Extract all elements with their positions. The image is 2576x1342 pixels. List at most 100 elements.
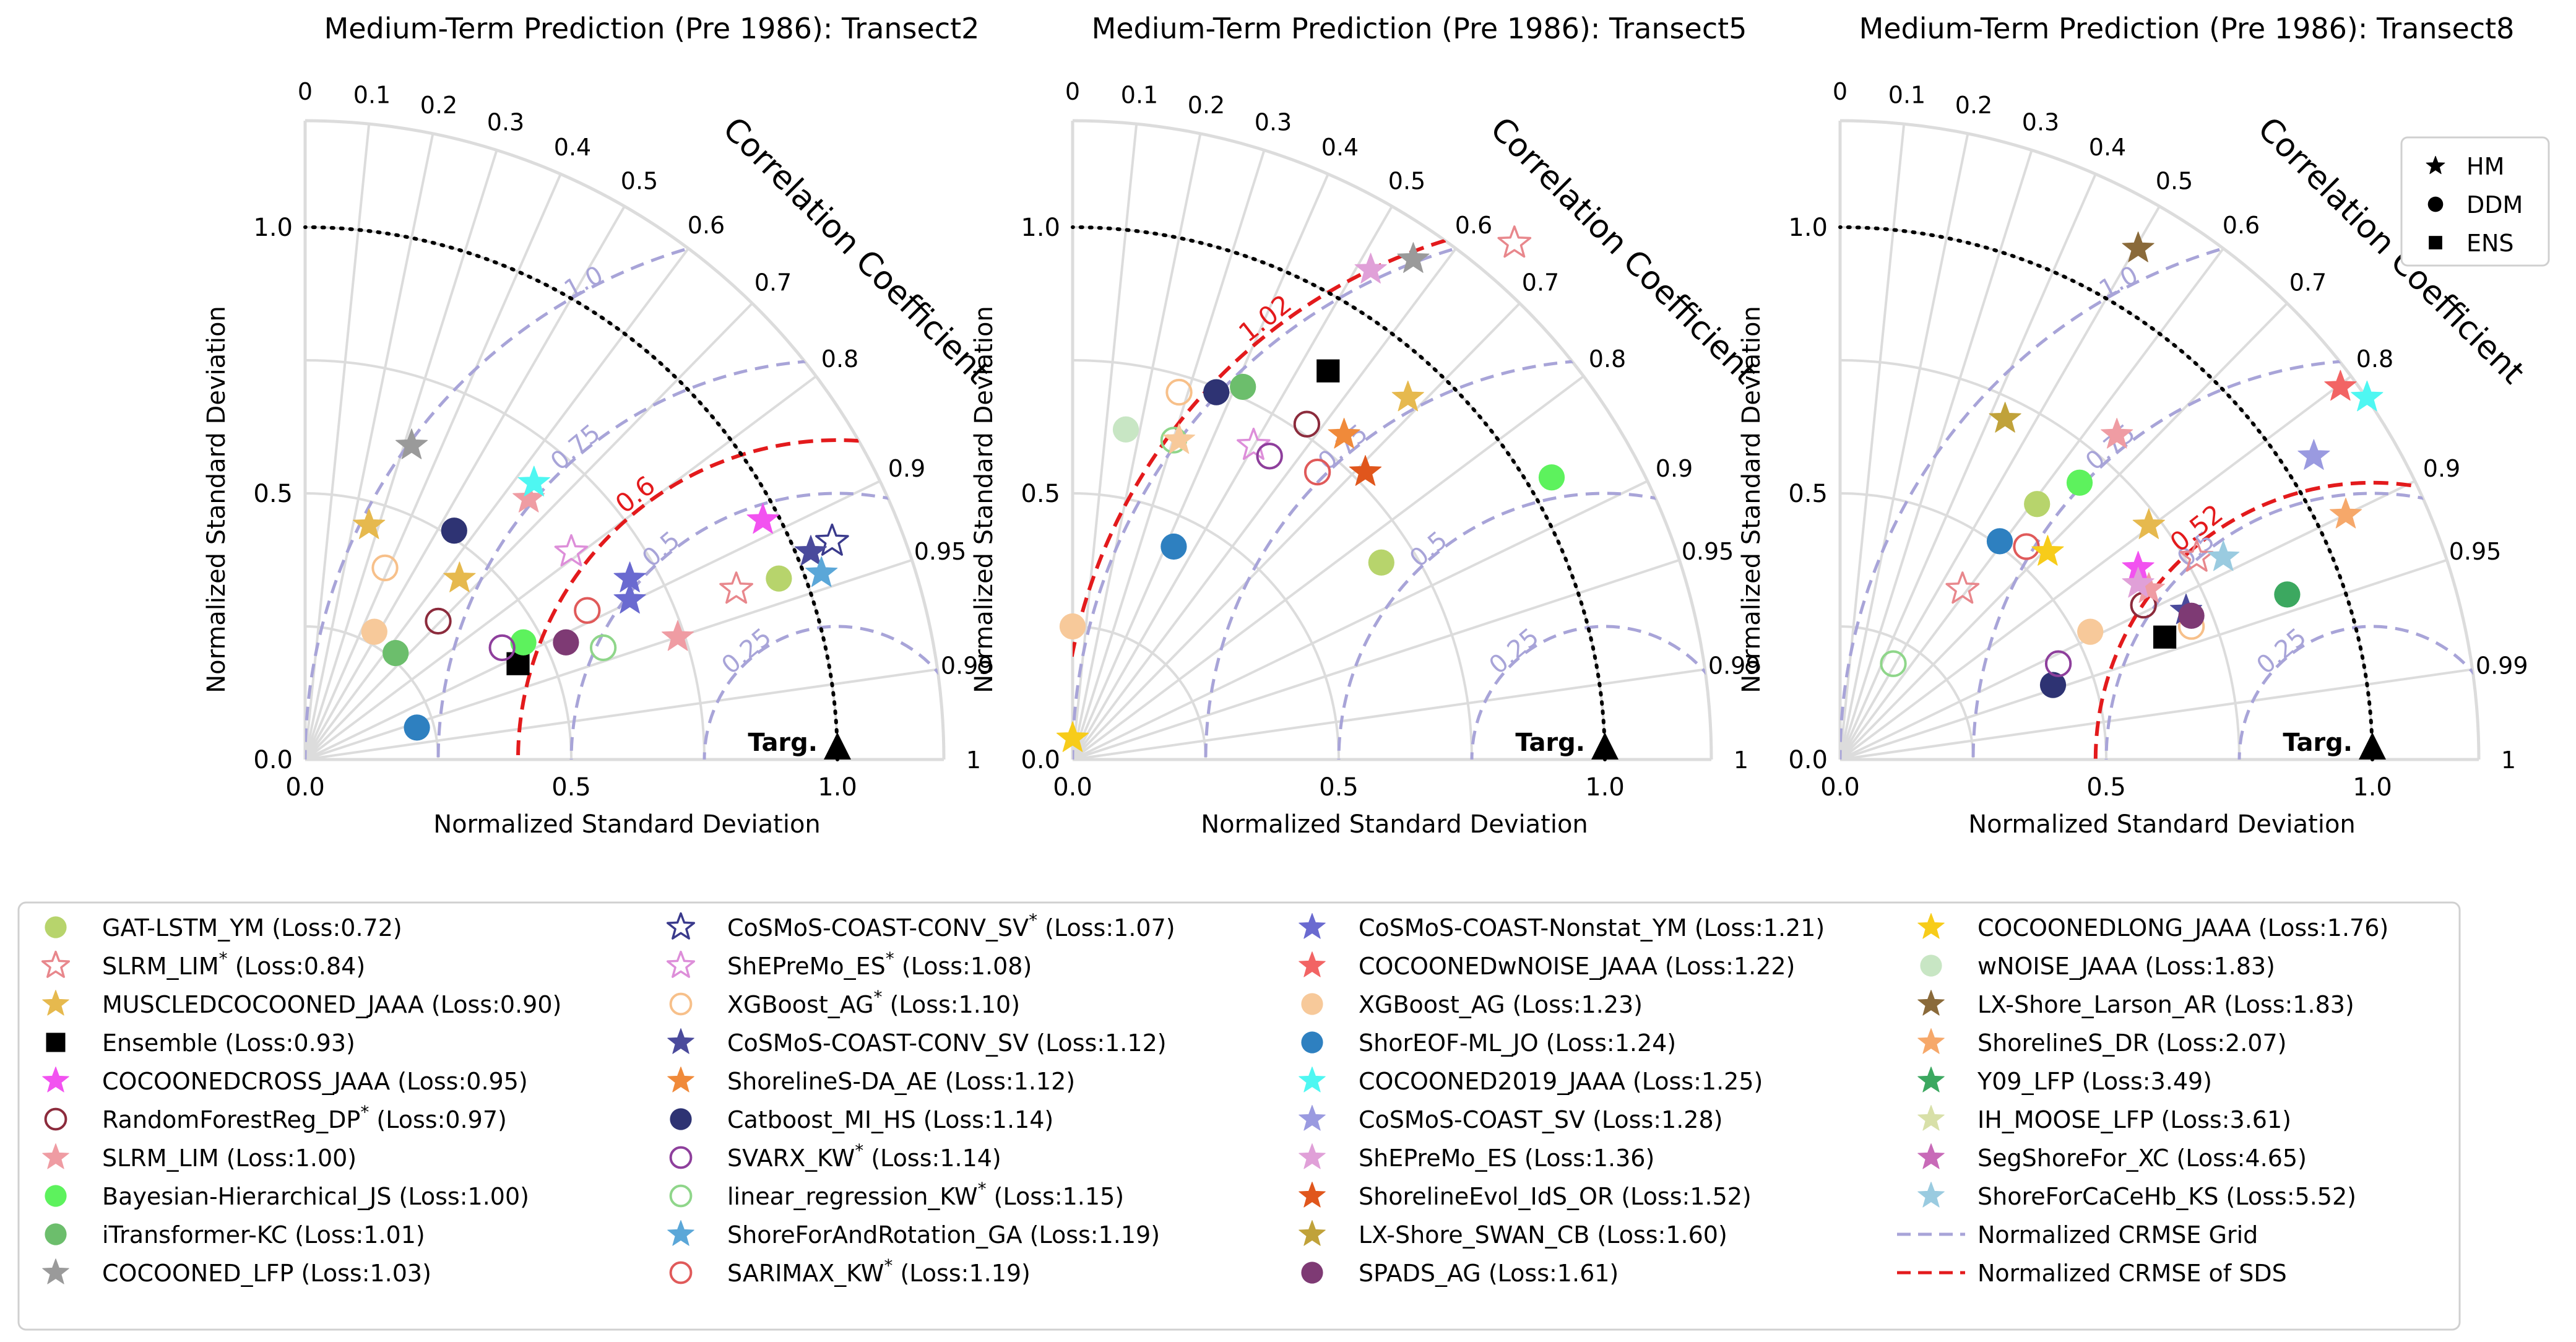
data-point-ensemble [2153,625,2177,649]
legend-label: ShorelineEvol_IdS_OR (Loss:1.52) [1359,1183,1752,1210]
legend-label: wNOISE_JAAA (Loss:1.83) [1977,953,2275,980]
legend-label: CoSMoS-COAST_SV (Loss:1.28) [1359,1106,1722,1133]
data-point-bayesian-hierarchical-js [2066,469,2093,496]
legend-marker [1299,951,1326,977]
legend-label: ShoreForCaCeHb_KS (Loss:5.52) [1977,1183,2356,1210]
legend-label: COCOONED_LFP (Loss:1.03) [102,1260,431,1287]
legend-marker [667,1067,694,1093]
legend-marker [1917,1143,1945,1169]
y-tick-label: 0.0 [1788,746,1828,774]
data-point-shepremo-es- [554,534,589,567]
data-point-gat-lstm-ym [766,565,792,592]
legend-marker [667,1220,694,1246]
legend-marker [666,950,696,978]
data-point-randomforestreg-dp- [425,607,452,635]
data-point-sarimax-kw- [1303,458,1331,486]
data-point-slrm-lim- [1497,225,1532,258]
legend-label: COCOONEDLONG_JAAA (Loss:1.76) [1977,914,2388,942]
legend-label: Ensemble (Loss:0.93) [102,1029,355,1057]
data-point-shorelines-dr [2329,498,2362,529]
legend-label: ShEPreMo_ES* (Loss:1.08) [727,948,1032,981]
legend-label: XGBoost_AG (Loss:1.23) [1359,991,1643,1018]
data-point-xgboost-ag- [1165,378,1193,406]
legend-label: COCOONEDwNOISE_JAAA (Loss:1.22) [1359,953,1795,980]
legend-marker [669,1184,693,1208]
corr-tick-label: 1 [1734,747,1748,774]
data-point-spads-ag [553,629,579,656]
legend-label: XGBoost_AG* (Loss:1.10) [727,987,1020,1019]
legend-label: SARIMAX_KW* (Loss:1.19) [727,1255,1031,1288]
x-tick-label: 1.0 [1585,773,1625,802]
corr-tick-label: 0.8 [1589,345,1626,373]
corr-tick-label: 0.8 [2356,345,2393,373]
legend-marker [1299,1067,1326,1093]
x-tick-label: 0.0 [1820,773,1860,802]
corr-tick-label: 0.8 [821,345,858,373]
data-point-spads-ag [2178,602,2205,629]
y-tick-label: 1.0 [1788,214,1828,242]
data-point-wnoise-jaaa [1112,416,1139,443]
legend-label: MUSCLEDCOCOONED_JAAA (Loss:0.90) [102,991,561,1018]
data-point-muscledcocooned-jaaa [1391,380,1424,412]
corr-tick-label: 0.7 [1522,269,1559,297]
corr-tick-label: 0.95 [1682,538,1734,565]
x-axis-label: Normalized Standard Deviation [1201,810,1588,839]
reference-std-arc [303,225,839,761]
legend-marker [45,1185,67,1207]
corr-tick-label: 0.99 [941,652,993,680]
data-point-muscledcocooned-jaaa [2132,508,2165,539]
std-grid-arc [305,492,573,760]
data-point-cocoonedlong-jaaa [1056,721,1089,752]
marker-type-label: DDM [2466,191,2523,219]
legend-label: CoSMoS-COAST-CONV_SV* (Loss:1.07) [727,910,1175,942]
legend-label: SLRM_LIM (Loss:1.00) [102,1145,357,1172]
x-tick-label: 0.0 [1053,773,1092,802]
legend-marker [1299,1105,1326,1131]
y-tick-label: 0.0 [253,746,293,774]
legend-marker [669,1261,693,1284]
data-point-slrm-lim [2101,418,2133,449]
legend-label: ShoreForAndRotation_GA (Loss:1.19) [727,1221,1160,1249]
legend-marker [42,990,69,1016]
data-point-lx-shore-larson-ar [2122,232,2155,262]
data-point-svarx-kw- [488,634,516,662]
legend-marker [42,1067,69,1093]
data-point-cosmos-coast-sv [2297,439,2330,470]
panel-title: Medium-Term Prediction (Pre 1986): Trans… [1859,12,2515,45]
data-point-cocooned-lfp [1397,242,1430,273]
corr-tick-label: 0.9 [2423,455,2460,482]
corr-tick-label: 0.1 [1888,81,1926,108]
legend-marker [1299,913,1326,939]
legend-marker [669,992,693,1016]
y-axis-label: Normalized Standard Deviation [1737,306,1766,693]
data-point-svarx-kw- [2044,650,2072,677]
x-tick-label: 1.0 [818,773,857,802]
legend-label: Y09_LFP (Loss:3.49) [1977,1068,2212,1095]
legend-label: CoSMoS-COAST-Nonstat_YM (Loss:1.21) [1359,914,1825,942]
target-marker [2359,732,2386,760]
data-point-cocooned2019-jaaa [2351,380,2384,412]
data-point-shorelineevol-ids-or [1349,455,1382,486]
y-axis-label: Normalized Standard Deviation [970,306,998,693]
corr-tick-label: 0.2 [420,92,457,119]
data-point-itransformer-kc [383,639,409,667]
std-grid-arc [305,359,706,760]
x-tick-label: 0.5 [1319,773,1359,802]
corr-tick-label: 0.4 [2089,134,2126,161]
legend-marker [42,1258,69,1284]
legend-label: CoSMoS-COAST-CONV_SV (Loss:1.12) [727,1029,1167,1057]
data-point-cocooned2019-jaaa [517,465,550,496]
corr-tick-label: 0.2 [1188,92,1225,119]
corr-tick-label: 0.6 [2223,212,2260,239]
reference-std-arc [1071,225,1607,761]
corr-ray [304,133,434,760]
y-tick-label: 1.0 [253,214,293,242]
y-tick-label: 0.5 [1021,480,1060,508]
legend-label: COCOONEDCROSS_JAAA (Loss:0.95) [102,1068,528,1095]
data-point-svarx-kw- [1256,443,1283,470]
legend-label: SVARX_KW* (Loss:1.14) [727,1140,1001,1172]
legend-marker [666,912,696,940]
legend-label: Normalized CRMSE of SDS [1977,1260,2287,1287]
legend-marker [1917,1105,1945,1131]
